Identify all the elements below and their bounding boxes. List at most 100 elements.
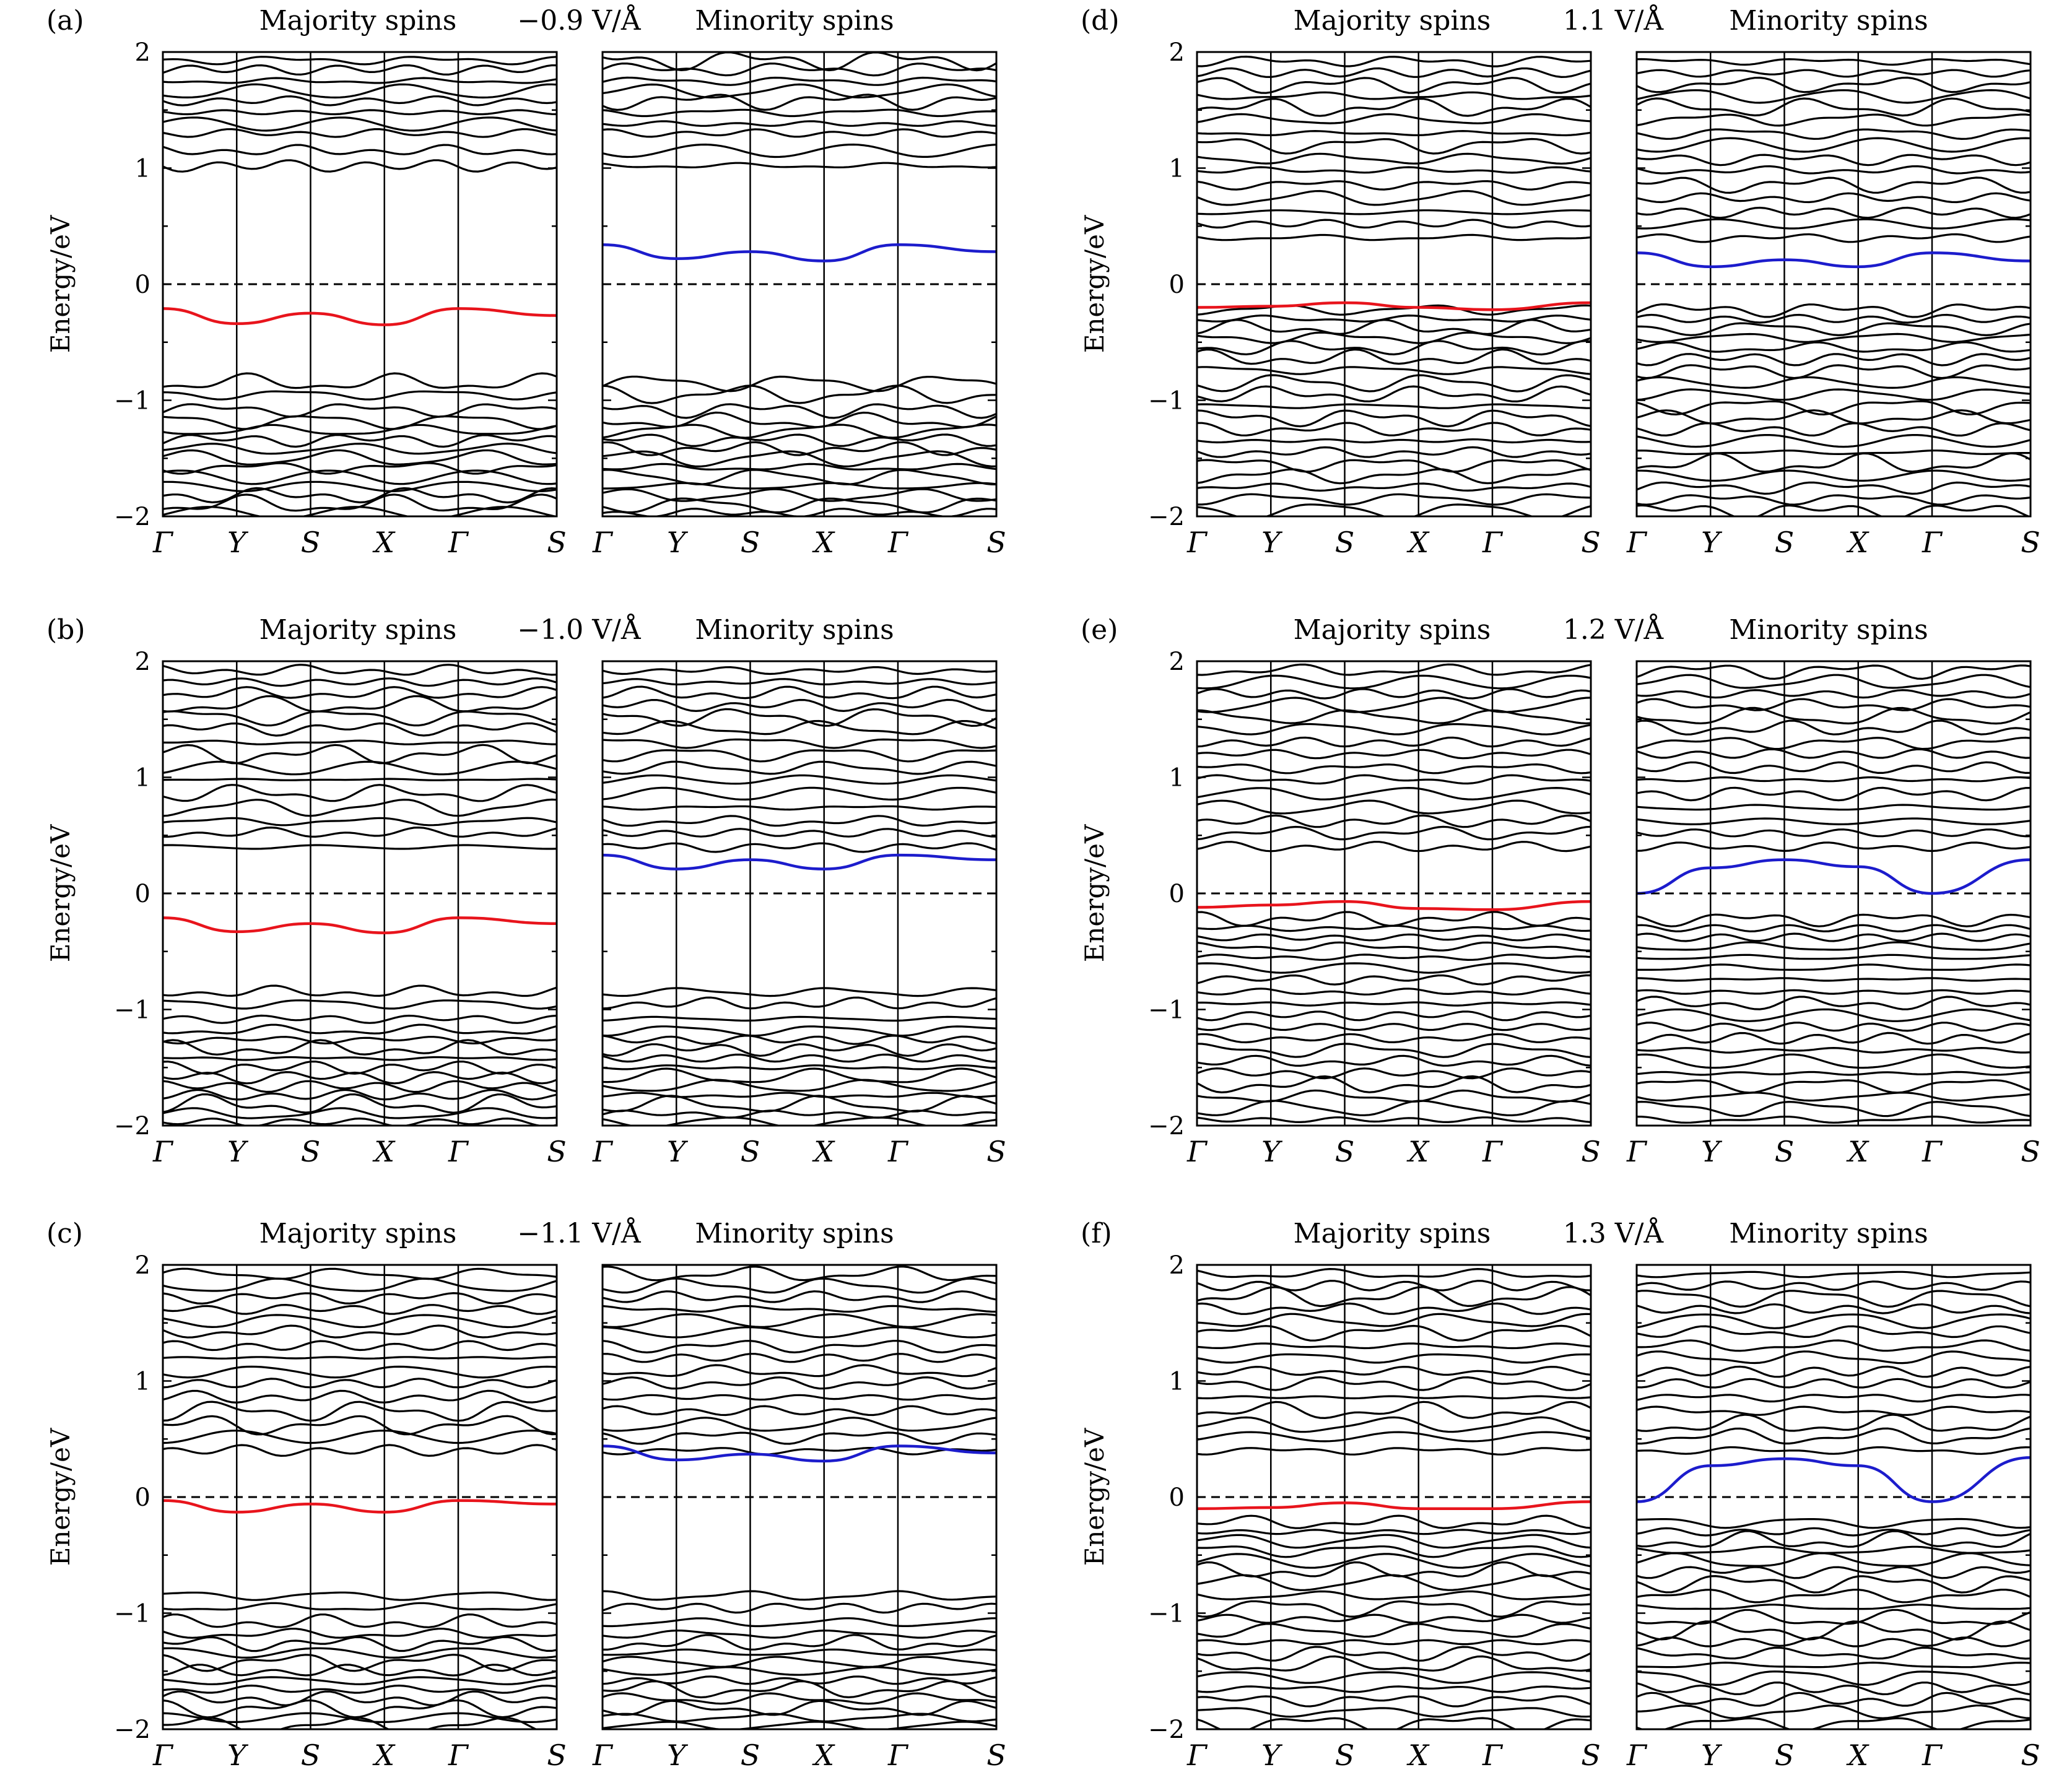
panel-c: (c) Majority spins −1.1 V/Å Minority spins E…: [45, 1217, 1006, 1767]
band-line: [163, 1039, 557, 1056]
band-line: [1197, 113, 1591, 124]
k-point-label: Y: [1701, 1739, 1723, 1767]
band-line: [603, 384, 996, 404]
k-point-label: S: [2021, 1135, 2040, 1168]
panel-label: (e): [1081, 614, 1118, 646]
band-line: [163, 1591, 557, 1601]
band-line: [1197, 1623, 1591, 1638]
band-line: [1637, 69, 2031, 78]
band-line: [163, 442, 557, 455]
band-line: [1637, 1046, 2031, 1054]
band-line: [163, 128, 557, 138]
band-line: [1197, 1639, 1591, 1646]
band-line: [1197, 825, 1591, 841]
band-line: [1637, 913, 2031, 927]
k-point-label: Y: [227, 526, 249, 559]
band-lines: [1637, 664, 2031, 1124]
majority-spin-band: [1197, 1500, 1591, 1510]
band-line: [603, 1405, 996, 1417]
band-line: [1197, 1590, 1591, 1600]
k-point-label: Γ: [887, 1739, 909, 1767]
band-line: [1637, 1325, 2031, 1339]
k-point-label: S: [301, 1135, 321, 1168]
band-line: [1637, 494, 2031, 506]
band-line: [1637, 1552, 2031, 1567]
y-tick-label: −2: [1148, 1112, 1185, 1140]
band-line: [1197, 1447, 1591, 1456]
band-line: [1197, 1067, 1591, 1080]
band-line: [1637, 996, 2031, 1010]
k-point-label: S: [301, 1739, 321, 1767]
band-line: [1197, 953, 1591, 962]
band-line: [603, 482, 996, 490]
band-line: [1637, 1517, 2031, 1529]
k-point-label: S: [1335, 526, 1355, 559]
band-line: [163, 686, 557, 699]
band-line: [163, 506, 557, 516]
k-point-label: Y: [227, 1135, 249, 1168]
band-line: [163, 372, 557, 389]
y-tick-label: −2: [114, 1716, 150, 1744]
band-line: [163, 1716, 538, 1729]
band-line: [1637, 137, 2031, 153]
minority-spins-title: Minority spins: [1729, 1218, 1928, 1249]
band-lines: [163, 663, 557, 1126]
band-line: [163, 159, 557, 173]
band-line: [603, 1721, 996, 1729]
majority-spin-band: [163, 307, 557, 326]
band-lines: [1197, 663, 1591, 1124]
band-line: [1197, 137, 1591, 155]
band-line: [1197, 180, 1591, 191]
band-line: [1637, 206, 2031, 219]
band-line: [1637, 452, 2031, 473]
band-line: [603, 685, 996, 700]
band-line: [1197, 233, 1591, 241]
k-point-label: Y: [1261, 1739, 1283, 1767]
band-line: [1637, 97, 2031, 117]
band-line: [1197, 749, 1591, 760]
band-line: [603, 1634, 996, 1651]
k-point-label: Γ: [592, 526, 614, 559]
band-line: [1637, 1378, 2031, 1389]
band-line: [163, 1627, 557, 1639]
band-line: [1637, 449, 2031, 456]
band-line: [1197, 1376, 1591, 1391]
band-line: [163, 1088, 557, 1101]
field-strength-label: −0.9 V/Å: [517, 4, 641, 37]
band-line: [1637, 364, 2031, 380]
y-tick-label: 0: [1169, 880, 1185, 908]
band-line: [1637, 165, 2031, 175]
band-line: [1197, 1116, 1591, 1124]
band-line: [1197, 1001, 1591, 1007]
band-line: [1197, 1395, 1591, 1400]
band-line: [603, 1352, 996, 1363]
band-line: [1637, 218, 2031, 230]
band-line: [1197, 1054, 1591, 1067]
panel-e: (e) Majority spins 1.2 V/Å Minority spins En…: [1079, 613, 2040, 1168]
k-point-label: Y: [1261, 1135, 1283, 1168]
k-point-label: X: [812, 1135, 835, 1168]
band-line: [1197, 1534, 1591, 1549]
field-strength-label: 1.3 V/Å: [1563, 1217, 1665, 1249]
k-point-label: Γ: [1186, 1739, 1208, 1767]
band-line: [1197, 1100, 1591, 1117]
band-line: [1637, 76, 2031, 93]
band-line: [1197, 219, 1591, 229]
band-line: [603, 1675, 996, 1685]
band-line: [1637, 977, 2031, 982]
y-tick-label: −2: [1148, 503, 1185, 531]
band-line: [1637, 1574, 2031, 1594]
band-line: [603, 450, 996, 467]
band-line: [163, 1430, 557, 1444]
band-line: [1197, 1717, 1591, 1729]
y-tick-label: 1: [1169, 155, 1185, 183]
band-line: [1637, 817, 2031, 826]
k-point-label: Γ: [448, 1135, 469, 1168]
k-point-label: Y: [667, 1739, 689, 1767]
band-line: [1637, 953, 2031, 960]
band-line: [1197, 1033, 1591, 1044]
y-tick-label: −1: [114, 387, 150, 415]
band-line: [163, 1014, 557, 1024]
band-line: [1197, 1695, 1591, 1708]
